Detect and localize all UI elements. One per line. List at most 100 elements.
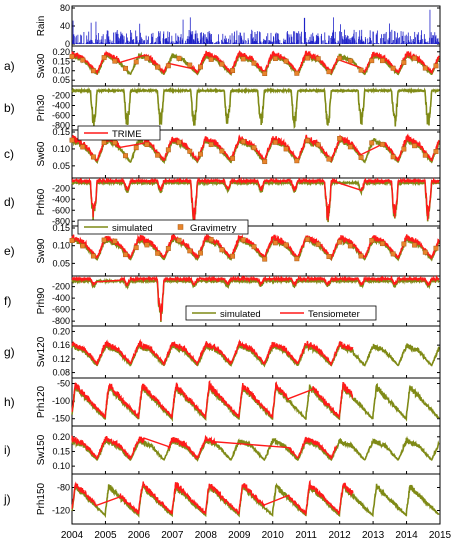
gravimetry-point [198, 64, 203, 70]
gravimetry-point [326, 156, 332, 162]
gravimetry-point [251, 60, 257, 66]
gravimetry-point [144, 55, 150, 61]
gravimetry-point [208, 56, 214, 62]
gravimetry-point [112, 58, 118, 64]
y-axis-label-h: Prh120 [36, 385, 47, 418]
ytick-label: -100 [52, 396, 70, 406]
gravimetry-point [294, 256, 300, 262]
gravimetry-point [326, 254, 332, 259]
gravimetry-point [198, 151, 203, 157]
gravimetry-point [305, 55, 310, 61]
gravimetry-point [101, 140, 107, 146]
y-axis-label-g: Sw120 [36, 336, 47, 367]
panel-j-frame [71, 473, 441, 525]
simulated-series-h [71, 381, 440, 423]
gravimetry-point [262, 159, 268, 165]
gravimetry-point [401, 241, 407, 247]
gravimetry-point [337, 55, 343, 61]
panel-h: -150 -100 -50 Prh120 h) [4, 377, 441, 427]
gravimetry-point [187, 248, 193, 254]
gravimetry-point [230, 155, 236, 161]
gravimetry-point [433, 245, 439, 251]
gravimetry-point [433, 63, 439, 69]
ytick-label: -600 [52, 205, 70, 215]
y-axis-label-e: Sw90 [36, 238, 47, 263]
gravimetry-point [412, 242, 418, 248]
ytick-label: 40 [60, 21, 70, 31]
panel-letter-i: i) [4, 443, 11, 457]
gravimetry-point [230, 253, 236, 259]
gravimetry-point [412, 143, 418, 149]
gravimetry-point [390, 154, 396, 160]
gravimetry-point [133, 245, 139, 251]
gravimetry-point [208, 237, 214, 243]
ytick-label: 0.20 [52, 47, 70, 57]
panel-letter-a: a) [4, 59, 15, 73]
gravimetry-point [208, 142, 214, 147]
gravimetry-point [283, 146, 289, 152]
gravimetry-point [123, 65, 128, 71]
gravimetry-point [198, 250, 203, 256]
ytick-label: 0.15 [52, 446, 70, 456]
x-tick-label: 2010 [262, 530, 285, 541]
gravimetry-point [133, 59, 139, 65]
gravimetry-point [69, 54, 75, 60]
gravimetry-point [412, 55, 418, 61]
gravimetry-point [369, 140, 375, 146]
gravimetry-point [422, 249, 428, 255]
ytick-label: 0.05 [52, 75, 70, 85]
gravimetry-point [283, 58, 289, 64]
legend-trime [77, 125, 161, 141]
panel-letter-e: e) [4, 244, 15, 258]
panel-letter-d: d) [4, 195, 15, 209]
gravimetry-point [380, 58, 385, 64]
gravimetry-point [133, 145, 139, 151]
gravimetry-point [144, 142, 150, 148]
ytick-label: 80 [60, 3, 70, 13]
gravimetry-point [380, 141, 385, 147]
legends-group: TRIME simulated Gravimetry simulated Tensiom… [77, 125, 377, 321]
gravimetry-point [401, 60, 407, 65]
gravimetry-point [358, 253, 364, 259]
gravimetry-point [358, 67, 364, 73]
gravimetry-point [80, 243, 86, 249]
panel-letter-j: j) [3, 492, 11, 506]
gravimetry-point [422, 65, 428, 71]
legend-trime-label: TRIME [112, 129, 142, 140]
observed-series-d [71, 176, 440, 223]
ytick-label: -50 [57, 379, 70, 389]
legend-simulated-label-2: simulated [220, 309, 261, 320]
observed-series-i [71, 434, 338, 461]
x-tick-label: 2013 [362, 530, 385, 541]
gravimetry-point [369, 238, 375, 243]
gravimetry-point [262, 71, 268, 77]
ytick-label: 0.20 [52, 326, 70, 336]
gravimetry-point [305, 236, 310, 242]
gravimetry-point [433, 149, 439, 154]
observed-series-j [71, 479, 354, 517]
panel-letter-b: b) [4, 101, 15, 115]
gravimetry-point [90, 68, 96, 74]
gravimetry-point [155, 64, 161, 70]
y-axis-label-rain: Rain [36, 16, 47, 37]
panel-c: 0.05 0.10 0.15 Sw60 c) [4, 127, 441, 179]
gravimetry-point [101, 55, 107, 61]
gravimetry-point [347, 58, 353, 64]
gravimetry-point [219, 247, 225, 253]
gravimetry-point [358, 155, 364, 160]
x-tick-label: 2006 [128, 530, 151, 541]
legend-gravimetry-swatch [177, 224, 184, 230]
gravimetry-point [144, 242, 150, 248]
ytick-label: 0.10 [52, 461, 70, 471]
gravimetry-point [187, 62, 193, 68]
x-tick-label: 2004 [61, 530, 84, 541]
ytick-label: 0.15 [52, 223, 70, 233]
gravimetry-point [283, 242, 289, 248]
gravimetry-point [315, 56, 321, 62]
ytick-label: -200 [52, 183, 70, 193]
x-tick-label: 2005 [94, 530, 117, 541]
x-tick-label: 2015 [429, 530, 452, 541]
panel-b: -800-600-400-200 Prh30 b) [4, 85, 441, 131]
panel-i: 0.10 0.15 0.20 Sw150 i) [4, 425, 441, 475]
